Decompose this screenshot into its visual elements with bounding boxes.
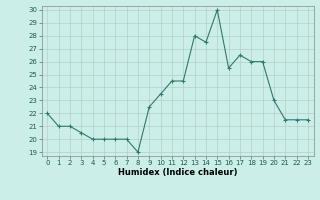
X-axis label: Humidex (Indice chaleur): Humidex (Indice chaleur) xyxy=(118,168,237,177)
